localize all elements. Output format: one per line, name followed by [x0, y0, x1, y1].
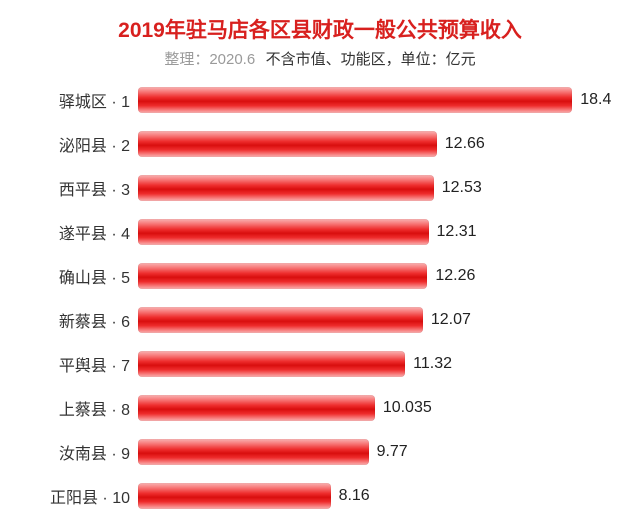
value-label: 12.66	[445, 131, 485, 157]
bar	[138, 439, 369, 465]
bar	[138, 219, 429, 245]
y-axis-label: 汝南县 · 9	[34, 440, 138, 464]
y-axis-label: 西平县 · 3	[34, 176, 138, 200]
bar-row: 遂平县 · 4 12.31	[34, 219, 610, 245]
bar	[138, 307, 423, 333]
bar-row: 确山县 · 5 12.26	[34, 263, 610, 289]
subtitle-right: 不含市值、功能区，单位：亿元	[266, 51, 476, 68]
bar-row: 新蔡县 · 6 12.07	[34, 307, 610, 333]
bar	[138, 87, 572, 113]
bar-track: 12.66	[138, 131, 610, 157]
y-axis-label: 新蔡县 · 6	[34, 308, 138, 332]
bar-track: 12.07	[138, 307, 610, 333]
bar-track: 8.16	[138, 483, 610, 509]
value-label: 12.53	[442, 175, 482, 201]
y-axis-label: 平舆县 · 7	[34, 352, 138, 376]
bar	[138, 131, 437, 157]
bar-row: 正阳县 · 10 8.16	[34, 483, 610, 509]
bar-track: 12.53	[138, 175, 610, 201]
bar	[138, 175, 434, 201]
value-label: 12.26	[435, 263, 475, 289]
bar-track: 12.26	[138, 263, 610, 289]
bar-track: 12.31	[138, 219, 610, 245]
bar-track: 10.035	[138, 395, 610, 421]
value-label: 11.32	[413, 351, 452, 377]
y-axis-label: 遂平县 · 4	[34, 220, 138, 244]
value-label: 12.07	[431, 307, 471, 333]
bar-row: 上蔡县 · 8 10.035	[34, 395, 610, 421]
chart-subtitle: 整理：2020.6 不含市值、功能区，单位：亿元	[30, 48, 610, 69]
chart-container: 2019年驻马店各区县财政一般公共预算收入 整理：2020.6 不含市值、功能区…	[0, 0, 640, 521]
bar	[138, 483, 331, 509]
bar-track: 9.77	[138, 439, 610, 465]
y-axis-label: 正阳县 · 10	[34, 484, 138, 508]
bar	[138, 263, 427, 289]
bar-row: 平舆县 · 7 11.32	[34, 351, 610, 377]
value-label: 18.4	[580, 87, 611, 113]
bar	[138, 395, 375, 421]
bar-track: 18.4	[138, 87, 610, 113]
bar-row: 西平县 · 3 12.53	[34, 175, 610, 201]
bar	[138, 351, 405, 377]
bar-track: 11.32	[138, 351, 610, 377]
bars-area: 驿城区 · 1 18.4 泌阳县 · 2 12.66 西平县 · 3 12.53 遂平县 ·…	[30, 87, 610, 509]
chart-title: 2019年驻马店各区县财政一般公共预算收入	[30, 14, 610, 44]
value-label: 8.16	[339, 483, 370, 509]
value-label: 12.31	[437, 219, 477, 245]
bar-row: 汝南县 · 9 9.77	[34, 439, 610, 465]
y-axis-label: 驿城区 · 1	[34, 88, 138, 112]
y-axis-label: 确山县 · 5	[34, 264, 138, 288]
bar-row: 泌阳县 · 2 12.66	[34, 131, 610, 157]
y-axis-label: 泌阳县 · 2	[34, 132, 138, 156]
bar-row: 驿城区 · 1 18.4	[34, 87, 610, 113]
value-label: 9.77	[377, 439, 408, 465]
value-label: 10.035	[383, 395, 432, 421]
y-axis-label: 上蔡县 · 8	[34, 396, 138, 420]
subtitle-left: 整理：2020.6	[164, 51, 255, 68]
